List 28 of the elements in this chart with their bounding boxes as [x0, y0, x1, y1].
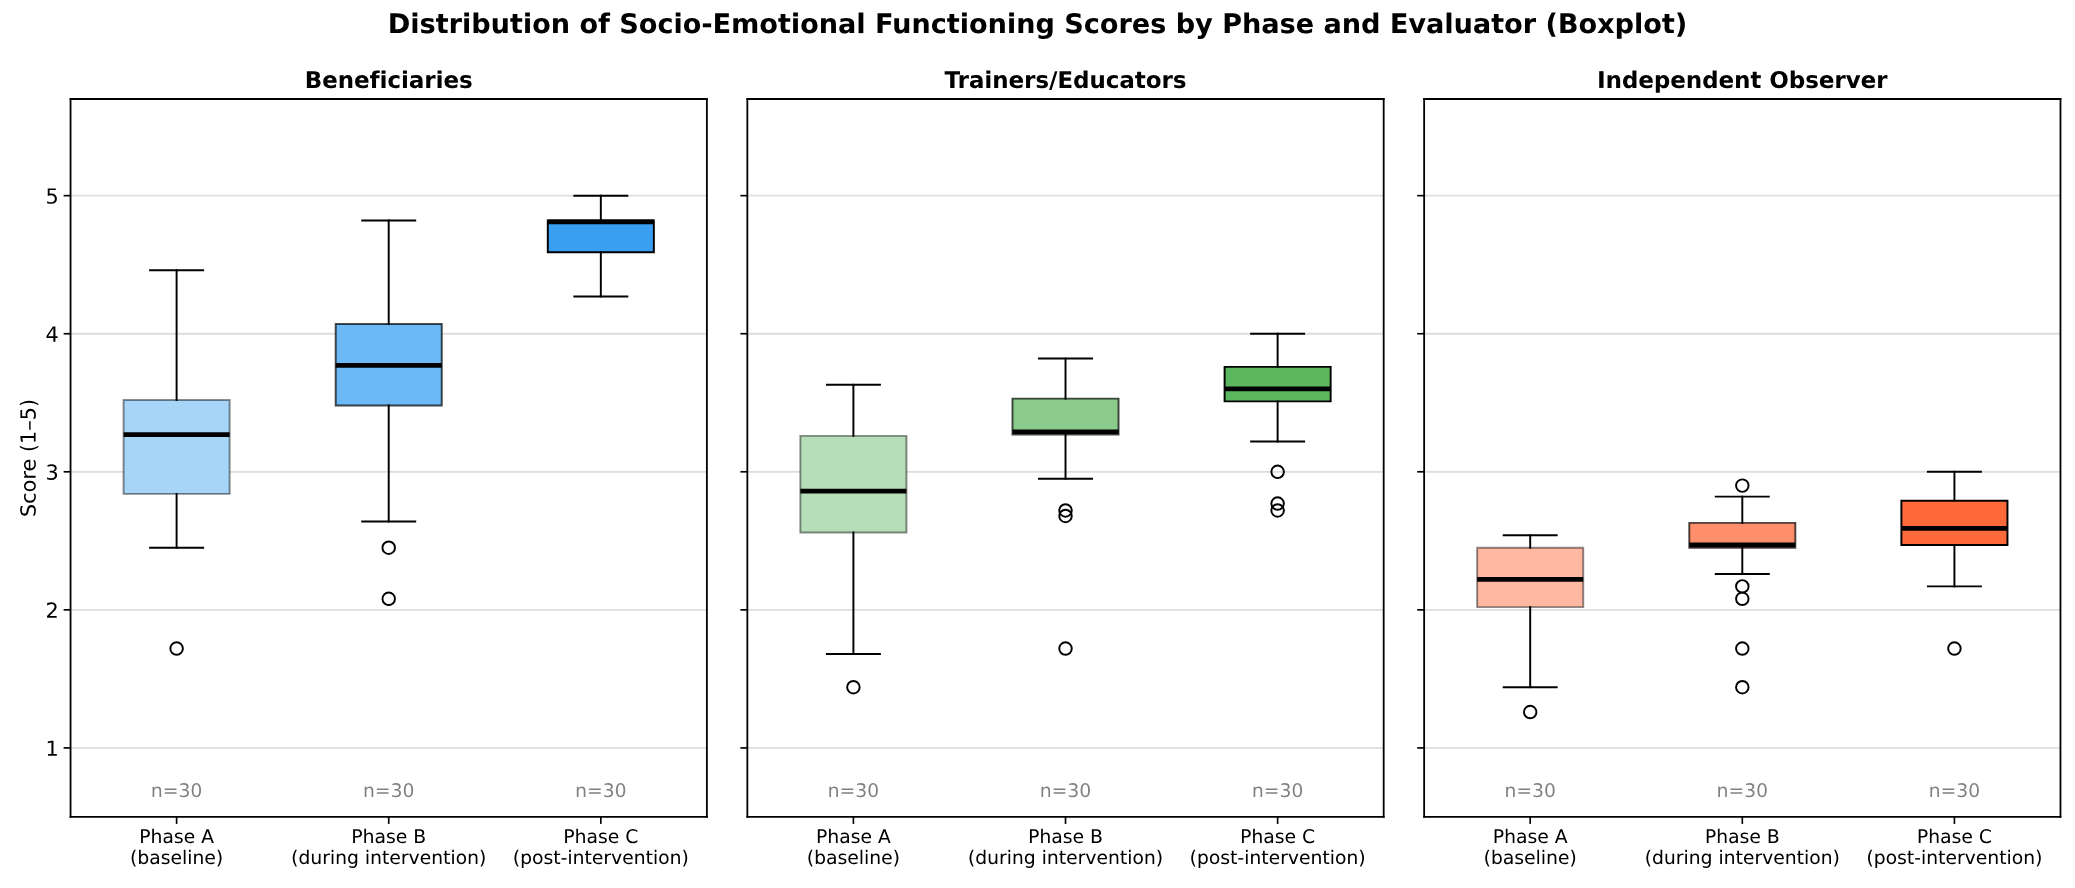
- y-tick-label: 3: [47, 464, 58, 480]
- x-tick-label: Phase B (during intervention): [969, 828, 1162, 868]
- annotation: n=30: [1930, 783, 1979, 798]
- annotation: n=30: [829, 783, 878, 798]
- x-tick-label: Phase A (baseline): [808, 828, 899, 867]
- x-tick-label: Phase C (post-intervention): [514, 828, 688, 868]
- y-tick-label: 2: [47, 602, 57, 618]
- x-tick-label: Phase A (baseline): [1485, 828, 1576, 867]
- annotation: n=30: [152, 783, 202, 798]
- x-tick-label: Phase B (during intervention): [1646, 828, 1839, 868]
- annotation: n=30: [364, 783, 414, 798]
- annotation: n=30: [1253, 783, 1303, 798]
- x-tick-label: Phase C (post-intervention): [1191, 828, 1365, 868]
- x-tick-label: Phase C (post-intervention): [1868, 828, 2041, 868]
- chart-title: Independent Observer: [1599, 70, 1888, 93]
- annotation: n=30: [1718, 783, 1767, 798]
- annotation: n=30: [1041, 783, 1090, 798]
- y-axis-title: Score (1–5): [19, 400, 39, 516]
- y-tick-label: 4: [46, 326, 58, 342]
- annotation: n=30: [576, 783, 626, 798]
- chart-title: Trainers/Educators: [944, 70, 1186, 91]
- y-tick-label: 1: [47, 740, 57, 756]
- annotation: n=30: [1506, 783, 1555, 798]
- x-tick-label: Phase A (baseline): [131, 828, 222, 867]
- y-tick-label: 5: [47, 188, 57, 204]
- chart-title: Beneficiaries: [306, 70, 472, 89]
- text: Distribution of Socio-Emotional Functioning Scores by Phase and Evaluator (Boxplot): [390, 12, 1685, 39]
- x-tick-label: Phase B (during intervention): [292, 828, 485, 868]
